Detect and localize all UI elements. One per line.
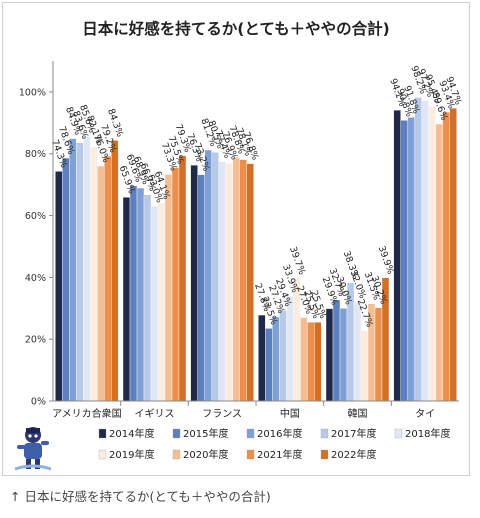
- bar: [414, 97, 422, 402]
- legend-label: 2022年度: [331, 448, 376, 461]
- bar: [279, 309, 287, 402]
- data-label: 39.9%: [376, 245, 396, 276]
- bar: [178, 155, 187, 402]
- bar: [300, 317, 308, 402]
- bar: [246, 163, 254, 402]
- bar: [164, 174, 173, 402]
- bar: [232, 157, 240, 402]
- legend-label: 2018年度: [405, 427, 450, 440]
- legend-swatch: [394, 428, 403, 439]
- y-tick-label: 80%: [25, 149, 46, 160]
- bar: [111, 140, 119, 402]
- bar: [69, 138, 77, 402]
- bar: [428, 105, 436, 402]
- legend-swatch: [172, 428, 181, 439]
- legend-label: 2014年度: [109, 427, 154, 440]
- bar: [76, 142, 84, 402]
- legend-label: 2019年度: [109, 448, 154, 461]
- bar: [360, 330, 369, 402]
- x-category-label: アメリカ合衆国: [52, 407, 122, 420]
- legend-swatch: [246, 428, 255, 439]
- bar: [204, 149, 212, 402]
- bar: [62, 157, 70, 402]
- bar: [157, 202, 166, 402]
- bar: [314, 321, 322, 402]
- bar: [332, 299, 341, 402]
- chart-caption: ↑ 日本に好感を持てるか(とても＋ややの合計): [10, 489, 271, 504]
- legend-label: 2017年度: [331, 427, 376, 440]
- legend-label: 2020年度: [183, 448, 228, 461]
- bar: [143, 194, 152, 402]
- bar: [393, 109, 401, 402]
- bar: [197, 174, 205, 402]
- bar: [449, 108, 457, 402]
- legend-swatch: [320, 428, 329, 439]
- bar: [339, 308, 348, 402]
- x-category-label: 中国: [280, 407, 300, 420]
- y-tick-label: 20%: [25, 335, 46, 346]
- bar: [374, 307, 383, 402]
- bar: [90, 147, 98, 402]
- bar: [104, 155, 112, 402]
- bar: [55, 171, 63, 402]
- bar: [272, 316, 280, 402]
- bar: [435, 123, 443, 402]
- bar: [286, 296, 294, 402]
- legend-label: 2021年度: [257, 448, 302, 461]
- bar: [258, 314, 266, 402]
- bar: [190, 164, 198, 402]
- chart-frame: 日本に好感を持てるか(とても＋ややの合計) 0% 20% 40% 60% 80% 100%…: [2, 2, 470, 476]
- y-tick-label: 40%: [25, 273, 46, 284]
- x-category-label: タイ: [415, 408, 435, 420]
- bar: [122, 197, 131, 402]
- y-tick-label: 60%: [25, 211, 46, 222]
- y-tick-label: 100%: [19, 87, 46, 98]
- bar: [407, 117, 415, 402]
- legend-label: 2016年度: [257, 427, 302, 440]
- legend-swatch: [320, 449, 329, 460]
- bar: [325, 308, 334, 402]
- legend-swatch: [172, 449, 181, 460]
- x-category-label: イギリス: [135, 408, 175, 420]
- y-tick-label: 0%: [31, 397, 46, 408]
- x-category-label: フランス: [202, 408, 242, 420]
- bar: [400, 120, 408, 402]
- chart-title: 日本に好感を持てるか(とても＋ややの合計): [82, 19, 389, 38]
- bar: [171, 167, 180, 402]
- bar: [225, 163, 233, 402]
- bar: [265, 328, 273, 402]
- mascot-illustration: [14, 427, 52, 471]
- legend-swatch: [98, 428, 107, 439]
- bar: [442, 112, 450, 402]
- bar: [421, 100, 429, 402]
- bar: [307, 321, 315, 402]
- legend-label: 2015年度: [183, 427, 228, 440]
- bar: [83, 136, 91, 402]
- bar-chart: 日本に好感を持てるか(とても＋ややの合計) 0% 20% 40% 60% 80% 100%…: [19, 19, 464, 461]
- bar: [211, 151, 219, 402]
- x-category-label: 韓国: [348, 408, 368, 420]
- bar: [97, 165, 105, 402]
- bar: [129, 185, 138, 402]
- legend-swatch: [98, 449, 107, 460]
- bar: [218, 161, 226, 402]
- bar: [239, 159, 247, 402]
- bar: [353, 301, 362, 402]
- bar: [150, 206, 159, 402]
- bar: [136, 187, 145, 402]
- legend-swatch: [246, 449, 255, 460]
